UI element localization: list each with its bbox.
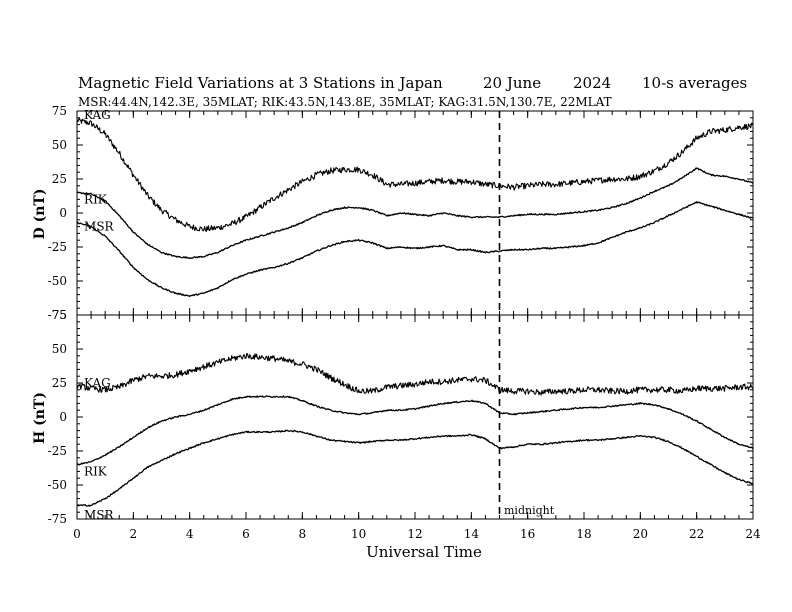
- d-station-label-kag: KAG: [84, 108, 111, 122]
- d-y-tick-label: -25: [48, 240, 67, 254]
- d-series-rik-line: [76, 167, 754, 260]
- d-y-tick-label: 0: [59, 206, 67, 220]
- d-y-tick-label: 50: [52, 138, 67, 152]
- h-y-tick-label: 75: [52, 308, 67, 322]
- d-y-tick-label: 75: [52, 104, 67, 118]
- h-series-kag-line: [76, 353, 754, 396]
- h-series-rik-line: [76, 395, 754, 466]
- chart-title: Magnetic Field Variations at 3 Stations …: [78, 74, 443, 92]
- h-station-label-rik: RIK: [84, 464, 108, 478]
- chart-date: 20 June: [483, 74, 541, 92]
- x-tick-label: 2: [130, 527, 138, 541]
- chart-note: 10-s averages: [642, 74, 747, 92]
- midnight-label: midnight: [504, 504, 555, 517]
- h-series-msr-line: [76, 429, 754, 507]
- d-y-tick-label: -75: [48, 308, 67, 322]
- h-y-tick-label: 0: [59, 410, 67, 424]
- chart-year: 2024: [573, 74, 611, 92]
- h-station-label-kag: KAG: [84, 376, 111, 390]
- chart-subtitle: MSR:44.4N,142.3E, 35MLAT; RIK:43.5N,143.…: [78, 95, 612, 109]
- x-tick-label: 8: [299, 527, 307, 541]
- x-tick-label: 4: [186, 527, 194, 541]
- x-tick-label: 18: [576, 527, 591, 541]
- h-station-label-msr: MSR: [84, 508, 115, 522]
- h-y-tick-label: -75: [48, 512, 67, 526]
- x-tick-label: 22: [689, 527, 704, 541]
- x-tick-label: 24: [745, 527, 761, 541]
- h-y-tick-label: -25: [48, 444, 67, 458]
- h-y-tick-label: 50: [52, 342, 67, 356]
- plot-area: 75 50 25 0 -25 -50 -75 KAG RIK MSR 75 50 25 0 -25 -50 -7…: [48, 104, 761, 541]
- d-station-label-msr: MSR: [84, 220, 115, 234]
- d-y-tick-label: -50: [48, 274, 67, 288]
- h-y-tick-label: 25: [52, 376, 67, 390]
- x-axis-label: Universal Time: [366, 543, 482, 561]
- x-tick-label: 10: [351, 527, 366, 541]
- x-tick-label: 0: [73, 527, 81, 541]
- d-station-label-rik: RIK: [84, 192, 108, 206]
- h-panel-y-axis-label: H (nT): [32, 392, 48, 444]
- x-tick-label: 16: [520, 527, 535, 541]
- d-y-tick-label: 25: [52, 172, 67, 186]
- d-series-msr-line: [76, 201, 754, 298]
- d-series-kag-line: [76, 117, 754, 233]
- x-tick-label: 12: [407, 527, 422, 541]
- d-panel-y-axis-label: D (nT): [32, 189, 48, 240]
- x-tick-label: 6: [242, 527, 250, 541]
- x-tick-label: 14: [464, 527, 480, 541]
- h-y-tick-label: -50: [48, 478, 67, 492]
- x-tick-label: 20: [633, 527, 648, 541]
